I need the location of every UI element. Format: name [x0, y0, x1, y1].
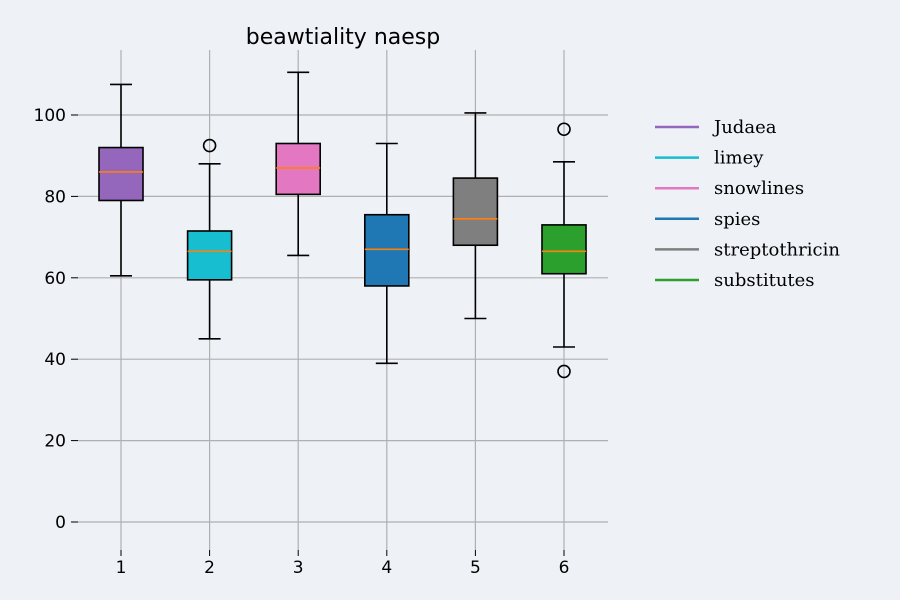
- box: [186, 230, 233, 281]
- legend: Judaea limey snowlines spies streptothricin s…: [655, 117, 840, 291]
- axis-layer: 0 20 40 60 80 100 1 2 3 4 5 6: [34, 106, 570, 578]
- box-group-snowlines: [275, 71, 322, 257]
- legend-label: spies: [714, 209, 760, 230]
- outlier-point: [202, 138, 217, 153]
- box-layer: [98, 71, 587, 379]
- box-group-limey: [186, 138, 233, 340]
- legend-item-streptothricin: streptothricin: [655, 239, 840, 260]
- legend-label: Judaea: [712, 117, 777, 138]
- legend-item-snowlines: snowlines: [655, 178, 804, 199]
- box: [452, 177, 499, 247]
- x-tick-label: 2: [204, 558, 215, 578]
- x-tick-label: 6: [559, 558, 570, 578]
- legend-item-judaea: Judaea: [655, 117, 777, 138]
- box: [541, 224, 587, 275]
- grid-layer: [78, 50, 608, 550]
- box-group-substitutes: [541, 122, 587, 379]
- legend-label: substitutes: [714, 270, 815, 291]
- y-tick-label: 80: [44, 187, 66, 207]
- x-tick-label: 4: [381, 558, 392, 578]
- legend-label: snowlines: [714, 178, 804, 199]
- legend-label: limey: [714, 148, 764, 169]
- y-tick-label: 20: [44, 432, 66, 452]
- legend-item-spies: spies: [655, 209, 760, 230]
- box-group-judaea: [98, 83, 144, 277]
- y-tick-label: 0: [55, 513, 66, 533]
- legend-label: streptothricin: [714, 239, 840, 260]
- box: [363, 213, 410, 287]
- x-tick-label: 5: [470, 558, 481, 578]
- x-tick-label: 1: [116, 558, 127, 578]
- legend-item-limey: limey: [655, 148, 764, 169]
- box: [275, 142, 322, 196]
- outlier-point: [557, 364, 571, 379]
- box-group-streptothricin: [452, 112, 499, 320]
- box: [98, 146, 144, 202]
- outlier-point: [557, 122, 571, 137]
- y-tick-label: 100: [34, 106, 66, 126]
- y-tick-label: 40: [44, 350, 66, 370]
- chart-title: beawtiality naesp: [246, 25, 440, 50]
- y-tick-label: 60: [44, 269, 66, 289]
- x-tick-label: 3: [293, 558, 304, 578]
- box-group-spies: [363, 142, 410, 365]
- legend-item-substitutes: substitutes: [655, 270, 815, 291]
